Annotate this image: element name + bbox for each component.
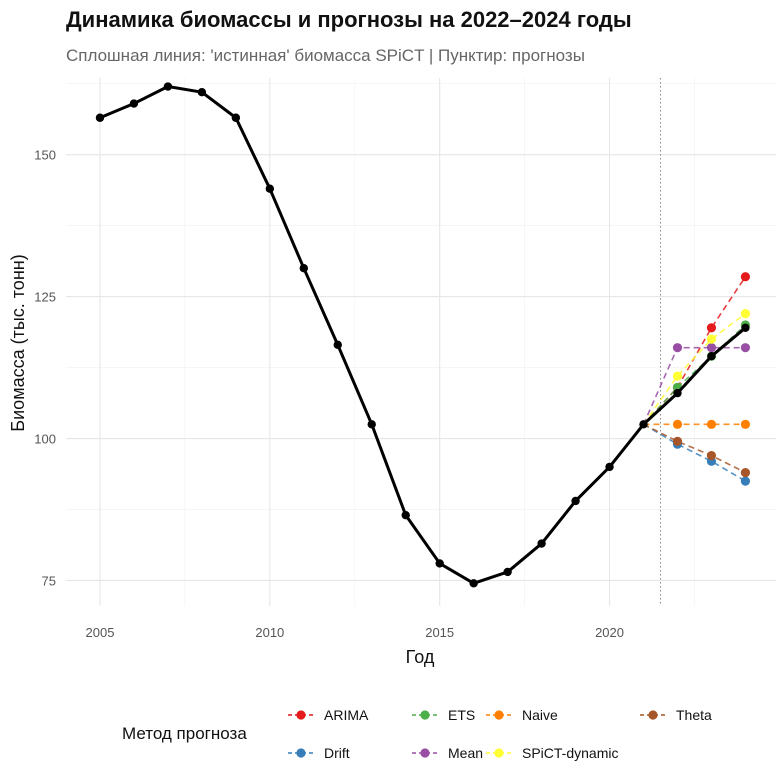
legend-key-point-theta [648,710,658,720]
actual-biomass-point [435,559,444,568]
y-tick-label: 100 [34,432,56,447]
forecast-point-theta [740,467,751,478]
actual-biomass-point [571,496,580,506]
plot-marks [95,82,751,588]
legend-key-point-ets [420,710,430,720]
x-tick-label: 2020 [595,625,624,640]
legend-label-theta: Theta [676,707,712,723]
x-tick-label: 2015 [425,625,454,640]
forecast-point-naive [740,419,751,429]
forecast-line-mean [642,346,746,425]
x-tick-label: 2005 [86,625,115,640]
forecast-line-theta [643,423,746,474]
actual-biomass-point [401,510,410,520]
actual-biomass-point [503,567,512,577]
actual-biomass-line [99,85,747,585]
y-tick-label: 75 [42,573,56,588]
x-tick-label: 2010 [255,625,284,640]
forecast-point-theta [706,450,717,461]
actual-biomass-point [129,99,139,108]
legend-label-drift: Drift [324,745,350,761]
y-tick-label: 150 [34,148,56,163]
forecast-point-mean [706,343,717,353]
axis-ticks: 2005 2010 2015 2020 75 100 125 150 [34,148,624,640]
actual-biomass-point [333,340,342,350]
forecast-point-spict-dynamic [672,371,683,381]
forecast-point-naive [706,419,717,429]
chart-subtitle: Сплошная линия: 'истинная' биомасса SPiC… [66,46,585,65]
actual-biomass-point [537,539,546,548]
actual-biomass-point [639,420,648,429]
forecast-point-spict-dynamic [706,334,717,344]
forecast-point-spict-dynamic [740,309,751,319]
legend-key-point-mean [420,748,430,758]
forecast-point-mean [740,343,751,353]
legend-label-spict-dynamic: SPiCT-dynamic [522,745,618,761]
forecast-point-theta [672,436,683,446]
legend-key-point-naive [494,710,504,720]
forecast-point-mean [672,343,683,353]
actual-biomass-point [231,113,241,122]
legend-key-point-arima [296,710,306,720]
legend-key-point-spict-dynamic [494,748,504,758]
actual-biomass-point [95,113,105,122]
y-axis-title: Биомасса (тыс. тонн) [8,254,28,431]
forecast-point-naive [672,419,683,429]
forecast-line-ets [642,324,746,425]
actual-biomass-point [673,388,682,398]
forecast-point-arima [706,323,717,333]
legend-title: Метод прогноза [122,724,247,743]
forecast-line-spict-dynamic [642,312,746,425]
legend: Метод прогноза ARIMA ETS Naive Theta Drift Me… [122,707,712,761]
actual-biomass-point [605,462,614,472]
forecast-point-arima [740,272,751,282]
actual-biomass-point [163,82,173,91]
legend-key-point-drift [296,748,306,758]
actual-biomass-point [741,323,750,333]
x-axis-title: Год [406,647,435,667]
y-tick-label: 125 [34,290,56,305]
legend-label-ets: ETS [448,707,475,723]
legend-label-naive: Naive [522,707,558,723]
actual-biomass-point [197,87,207,97]
legend-label-mean: Mean [448,745,483,761]
forecast-point-drift [740,476,751,486]
actual-biomass-point [367,420,376,429]
actual-biomass-point [707,351,716,361]
legend-label-arima: ARIMA [324,707,369,723]
plot-grid [66,78,776,606]
actual-biomass-point [299,263,308,273]
actual-biomass-point [469,579,478,588]
actual-biomass-point [265,184,275,193]
chart-title: Динамика биомассы и прогнозы на 2022–202… [66,7,632,32]
